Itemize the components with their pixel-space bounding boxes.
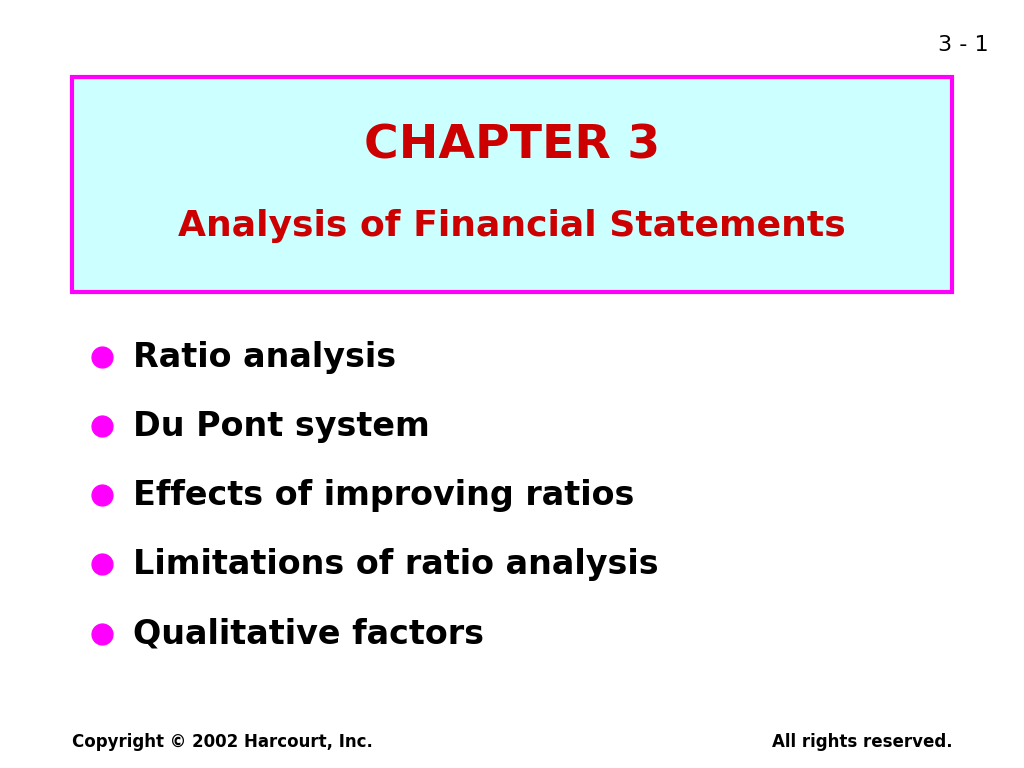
Text: Qualitative factors: Qualitative factors: [133, 617, 484, 650]
Text: Analysis of Financial Statements: Analysis of Financial Statements: [178, 209, 846, 243]
Text: Limitations of ratio analysis: Limitations of ratio analysis: [133, 548, 658, 581]
Text: Ratio analysis: Ratio analysis: [133, 341, 396, 373]
Text: All rights reserved.: All rights reserved.: [772, 733, 952, 751]
Text: Effects of improving ratios: Effects of improving ratios: [133, 479, 635, 511]
Text: 3 - 1: 3 - 1: [938, 35, 988, 55]
Text: CHAPTER 3: CHAPTER 3: [364, 124, 660, 168]
Text: Copyright © 2002 Harcourt, Inc.: Copyright © 2002 Harcourt, Inc.: [72, 733, 373, 751]
FancyBboxPatch shape: [72, 77, 952, 292]
Text: Du Pont system: Du Pont system: [133, 410, 430, 442]
